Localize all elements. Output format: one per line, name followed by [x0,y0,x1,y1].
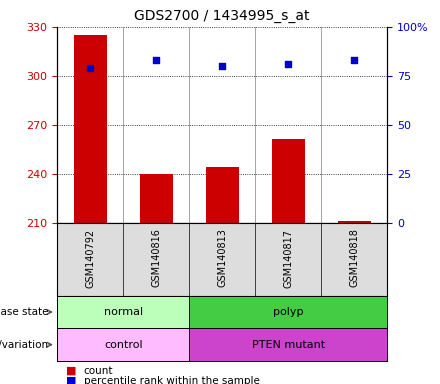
Text: GSM140792: GSM140792 [85,228,95,288]
Text: count: count [84,366,113,376]
Point [219,63,226,69]
Bar [140,174,173,223]
Text: GSM140816: GSM140816 [151,228,161,288]
Bar [189,328,387,361]
Text: PTEN mutant: PTEN mutant [252,339,325,350]
Point [153,57,160,63]
Bar [57,328,189,361]
Text: ■: ■ [66,366,77,376]
Bar [338,221,371,223]
Title: GDS2700 / 1434995_s_at: GDS2700 / 1434995_s_at [135,9,310,23]
Bar [57,296,189,328]
Text: GSM140817: GSM140817 [283,228,293,288]
Text: GSM140818: GSM140818 [349,228,359,288]
Text: disease state: disease state [0,307,48,317]
Text: percentile rank within the sample: percentile rank within the sample [84,376,260,384]
Point [351,57,358,63]
Bar [206,167,239,223]
Text: normal: normal [104,307,143,317]
Bar [272,139,305,223]
Text: polyp: polyp [273,307,304,317]
Text: control: control [104,339,143,350]
Text: GSM140813: GSM140813 [217,228,227,288]
Bar [74,35,107,223]
Point [87,65,94,71]
Text: ■: ■ [66,376,77,384]
Text: genotype/variation: genotype/variation [0,339,48,350]
Bar [189,296,387,328]
Point [285,61,292,67]
